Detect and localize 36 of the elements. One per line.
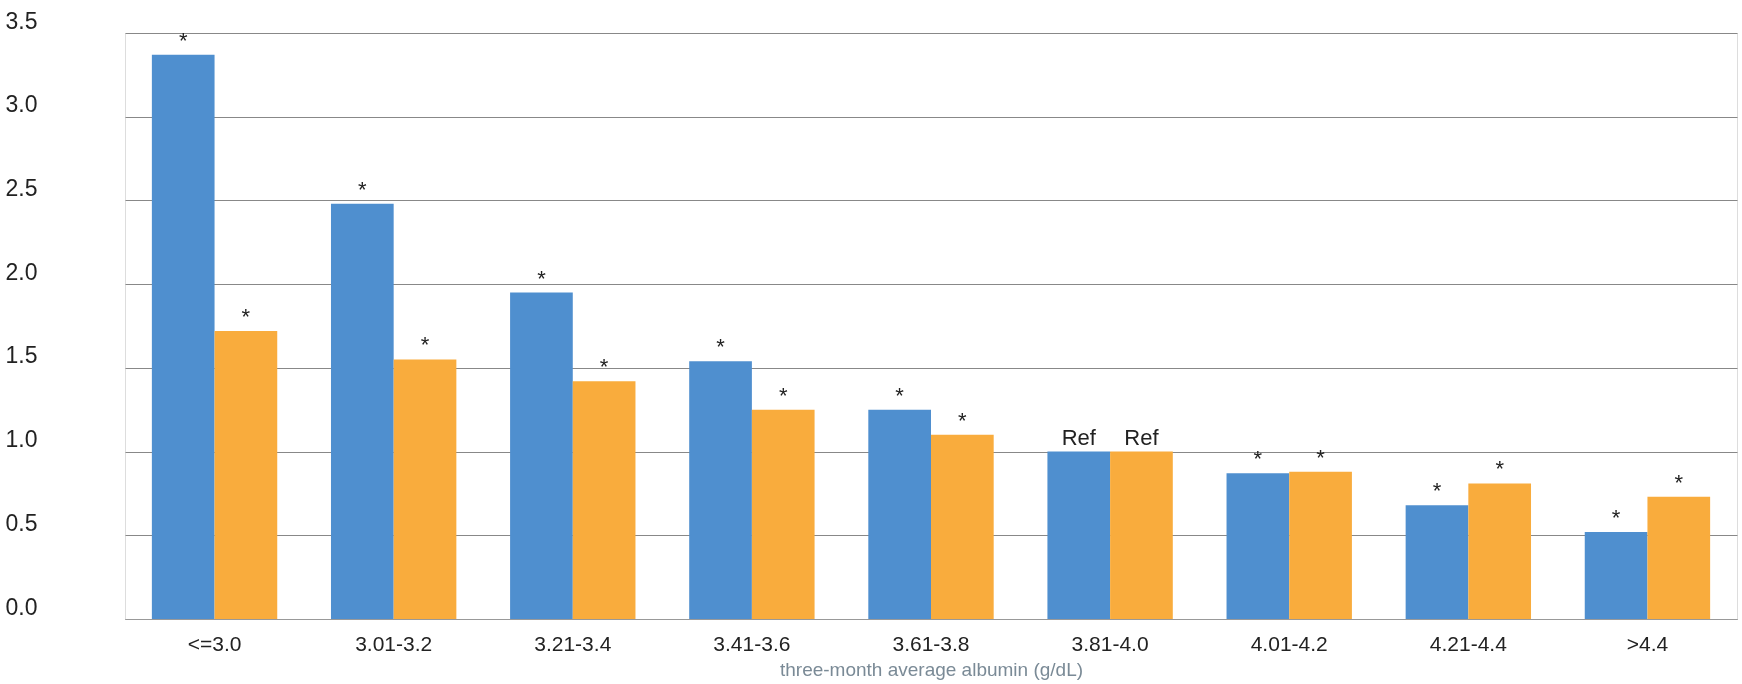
x-tick-label: 4.21-4.4 [1429, 631, 1508, 655]
y-tick-label: 0.0 [5, 593, 38, 620]
data-label: * [1495, 456, 1505, 482]
y-tick-label: 0.5 [5, 509, 38, 536]
data-label: * [1611, 504, 1621, 530]
y-tick-label: 3.5 [5, 7, 38, 34]
x-axis-title: three-month average albumin (g/dL) [779, 658, 1084, 680]
data-label: * [420, 332, 430, 358]
y-tick-label: 2.5 [5, 174, 38, 201]
data-label: * [358, 176, 368, 202]
data-label: * [1316, 444, 1326, 470]
data-label: * [778, 382, 788, 408]
x-tick-label: 4.01-4.2 [1250, 631, 1328, 655]
data-label: Ref [1061, 424, 1097, 450]
y-tick-label: 2.0 [5, 258, 38, 285]
x-tick-label: 3.81-4.0 [1071, 631, 1149, 655]
data-label: * [958, 407, 968, 433]
data-label: * [537, 265, 547, 291]
x-tick-label: 3.61-3.8 [892, 631, 970, 655]
x-tick-label: >4.4 [1626, 631, 1669, 655]
data-label: * [241, 304, 251, 330]
x-tick-label: 3.21-3.4 [534, 631, 612, 655]
data-label: * [895, 382, 905, 408]
x-tick-label: 3.01-3.2 [355, 631, 433, 655]
data-label: * [1253, 446, 1263, 472]
data-label: * [599, 354, 609, 380]
y-tick-label: 1.0 [5, 426, 38, 453]
x-tick-label: <=3.0 [187, 631, 242, 655]
data-label: * [178, 27, 188, 53]
data-label: * [1432, 478, 1442, 504]
data-label: Ref [1124, 424, 1160, 450]
y-tick-label: 1.5 [5, 342, 38, 369]
y-tick-label: 3.0 [5, 91, 38, 118]
data-label: * [1674, 469, 1684, 495]
data-label: * [716, 334, 726, 360]
x-tick-label: 3.41-3.6 [713, 631, 791, 655]
